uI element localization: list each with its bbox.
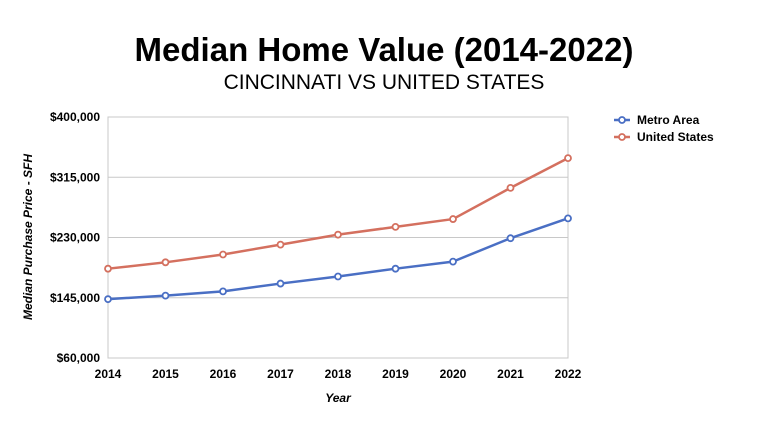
y-axis-ticks: $60,000 $145,000 $230,000 $315,000 $400,000 [50, 110, 100, 365]
x-tick-label: 2017 [267, 367, 294, 381]
chart-title: Median Home Value (2014-2022) [134, 31, 634, 68]
data-point [334, 230, 342, 239]
x-tick-label: 2021 [497, 367, 524, 381]
x-tick-label: 2018 [325, 367, 352, 381]
series-line-metro-area [107, 217, 569, 301]
plot-area-border [107, 116, 569, 359]
y-tick-label: $230,000 [50, 231, 100, 245]
data-point [564, 214, 572, 223]
x-axis-ticks: 2014 2015 2016 2017 2018 2019 2020 2021 2022 [95, 367, 582, 381]
x-tick-label: 2014 [95, 367, 122, 381]
data-point [219, 250, 227, 259]
data-point [276, 279, 285, 288]
data-point [276, 240, 285, 249]
x-tick-label: 2015 [152, 367, 179, 381]
data-point [449, 215, 457, 223]
data-point [449, 257, 457, 266]
data-point [391, 264, 400, 273]
data-point [391, 222, 400, 231]
legend-swatch-marker [618, 133, 626, 141]
x-axis-title: Year [325, 391, 352, 405]
data-point [104, 264, 112, 273]
data-point [334, 272, 342, 281]
chart-subtitle: CINCINNATI VS UNITED STATES [223, 71, 545, 94]
y-tick-label: $400,000 [50, 110, 100, 124]
legend: Metro Area United States [614, 113, 714, 144]
y-tick-label: $60,000 [57, 351, 101, 365]
series-line-united-states [107, 157, 569, 270]
y-tick-label: $145,000 [50, 291, 100, 305]
data-point [104, 295, 112, 304]
data-point [219, 287, 227, 296]
y-axis-title: Median Purchase Price - SFH [21, 154, 35, 320]
data-point [161, 258, 170, 267]
legend-label: Metro Area [637, 113, 700, 127]
y-tick-label: $315,000 [50, 170, 100, 184]
x-tick-label: 2016 [210, 367, 237, 381]
x-tick-label: 2022 [555, 367, 582, 381]
x-tick-label: 2019 [382, 367, 409, 381]
data-point [161, 291, 170, 300]
x-tick-label: 2020 [440, 367, 467, 381]
data-point [506, 183, 515, 192]
data-point [506, 234, 515, 243]
legend-swatch-marker [618, 116, 626, 124]
data-point [564, 154, 572, 163]
legend-label: United States [637, 130, 714, 144]
series-points [104, 154, 572, 304]
